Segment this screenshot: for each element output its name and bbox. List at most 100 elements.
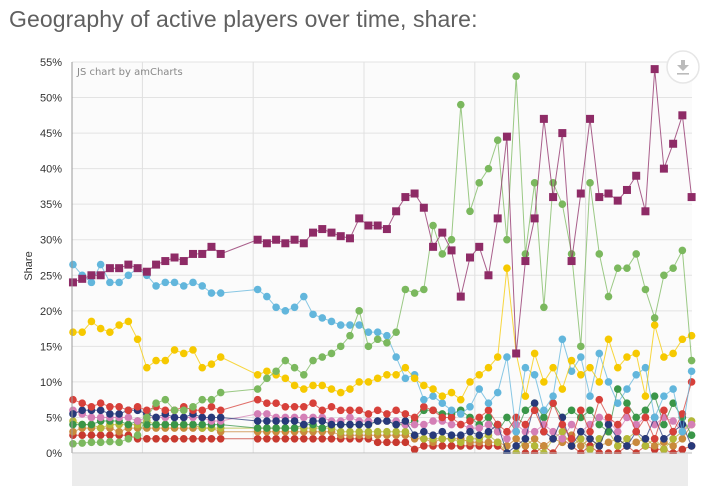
data-point-purple[interactable] — [678, 111, 687, 120]
data-point-purple[interactable] — [465, 253, 474, 262]
data-point-light-blue[interactable] — [383, 331, 391, 340]
data-point-red[interactable] — [484, 406, 493, 415]
data-point-green[interactable] — [586, 179, 594, 187]
data-point-dark-green[interactable] — [189, 420, 197, 429]
data-point-green[interactable] — [179, 406, 188, 415]
data-point-green[interactable] — [299, 371, 308, 379]
data-point-red[interactable] — [355, 406, 363, 415]
data-point-yellow[interactable] — [521, 392, 530, 400]
data-point-yellow[interactable] — [383, 371, 391, 379]
data-point-purple[interactable] — [613, 196, 622, 205]
data-point-green[interactable] — [604, 292, 613, 301]
data-point-yellow[interactable] — [281, 374, 290, 383]
data-point-light-blue[interactable] — [567, 367, 576, 376]
data-point-light-blue[interactable] — [96, 260, 105, 269]
data-point-purple[interactable] — [604, 189, 613, 198]
data-point-red[interactable] — [429, 406, 437, 415]
data-point-red[interactable] — [161, 406, 170, 415]
data-point-light-blue[interactable] — [124, 271, 133, 280]
data-point-yellow[interactable] — [549, 363, 557, 372]
data-point-light-blue[interactable] — [549, 392, 557, 400]
data-point-purple[interactable] — [115, 264, 124, 273]
data-point-yellow[interactable] — [253, 371, 262, 379]
data-point-red-low[interactable] — [161, 434, 170, 443]
data-point-red[interactable] — [623, 406, 631, 415]
data-point-yellow[interactable] — [595, 378, 604, 386]
data-point-yellow[interactable] — [263, 367, 271, 376]
data-point-light-blue[interactable] — [373, 328, 382, 336]
data-point-light-blue[interactable] — [152, 282, 160, 290]
data-point-dark-green[interactable] — [198, 420, 207, 429]
data-point-red[interactable] — [549, 399, 557, 408]
data-point-purple[interactable] — [586, 114, 595, 123]
data-point-dark-green[interactable] — [687, 431, 696, 440]
data-point-olive[interactable] — [641, 442, 650, 450]
data-point-light-blue[interactable] — [179, 282, 188, 290]
data-point-dark-green[interactable] — [87, 420, 96, 429]
data-point-green[interactable] — [161, 395, 170, 404]
data-point-light-blue[interactable] — [484, 399, 493, 408]
data-point-purple[interactable] — [567, 257, 576, 266]
data-point-yellow[interactable] — [567, 356, 576, 365]
data-point-green[interactable] — [650, 314, 659, 322]
data-point-purple[interactable] — [87, 271, 96, 280]
data-point-navy[interactable] — [466, 427, 474, 436]
data-point-olive[interactable] — [392, 427, 400, 436]
data-point-light-blue[interactable] — [576, 353, 585, 361]
data-point-pink[interactable] — [124, 413, 133, 422]
data-point-red-low[interactable] — [263, 434, 271, 443]
data-point-red-low[interactable] — [189, 434, 197, 443]
data-point-green[interactable] — [410, 289, 419, 297]
data-point-light-blue[interactable] — [115, 278, 123, 287]
data-point-purple[interactable] — [142, 267, 151, 276]
data-point-navy[interactable] — [170, 413, 179, 422]
data-point-navy[interactable] — [512, 442, 520, 450]
data-point-yellow[interactable] — [493, 353, 502, 361]
data-point-green[interactable] — [401, 285, 410, 294]
data-point-red-low[interactable] — [143, 434, 151, 443]
data-point-red[interactable] — [253, 395, 262, 404]
data-point-green[interactable] — [383, 339, 391, 347]
data-point-navy[interactable] — [115, 410, 123, 418]
data-point-navy[interactable] — [327, 420, 336, 429]
data-point-orange[interactable] — [604, 438, 613, 447]
data-point-purple[interactable] — [493, 214, 502, 223]
data-point-yellow[interactable] — [143, 363, 151, 372]
data-point-navy[interactable] — [355, 420, 363, 429]
data-point-purple[interactable] — [438, 228, 447, 237]
data-point-dark-green[interactable] — [650, 392, 659, 400]
data-point-purple[interactable] — [336, 232, 345, 241]
data-point-red-low[interactable] — [392, 438, 400, 447]
data-point-olive[interactable] — [383, 427, 391, 436]
data-point-navy[interactable] — [576, 427, 585, 436]
data-point-green[interactable] — [355, 307, 363, 315]
data-point-navy[interactable] — [106, 410, 114, 418]
data-point-purple[interactable] — [659, 164, 668, 173]
data-point-dark-green[interactable] — [595, 420, 604, 429]
data-point-pink[interactable] — [687, 420, 696, 429]
data-point-red[interactable] — [503, 427, 511, 436]
data-point-navy[interactable] — [401, 417, 410, 425]
data-point-olive[interactable] — [364, 427, 373, 436]
data-point-purple[interactable] — [632, 171, 641, 180]
data-point-red[interactable] — [438, 413, 447, 422]
data-point-dark-green[interactable] — [540, 413, 548, 422]
data-point-red-low[interactable] — [106, 431, 114, 440]
data-point-red[interactable] — [401, 410, 410, 418]
data-point-purple[interactable] — [179, 257, 188, 266]
data-point-purple[interactable] — [253, 235, 262, 244]
data-point-yellow[interactable] — [650, 321, 659, 329]
data-point-green[interactable] — [69, 439, 77, 448]
data-point-yellow[interactable] — [69, 328, 77, 336]
data-point-navy[interactable] — [299, 420, 308, 429]
data-point-orange[interactable] — [576, 442, 585, 450]
data-point-light-blue[interactable] — [161, 278, 170, 287]
data-point-green[interactable] — [392, 328, 400, 336]
data-point-purple[interactable] — [410, 189, 419, 198]
data-point-olive[interactable] — [336, 427, 345, 436]
data-point-red-low[interactable] — [327, 434, 336, 443]
data-point-navy[interactable] — [179, 413, 188, 422]
data-point-red[interactable] — [558, 420, 567, 429]
data-point-red-low[interactable] — [179, 434, 188, 443]
data-point-green[interactable] — [530, 179, 539, 187]
